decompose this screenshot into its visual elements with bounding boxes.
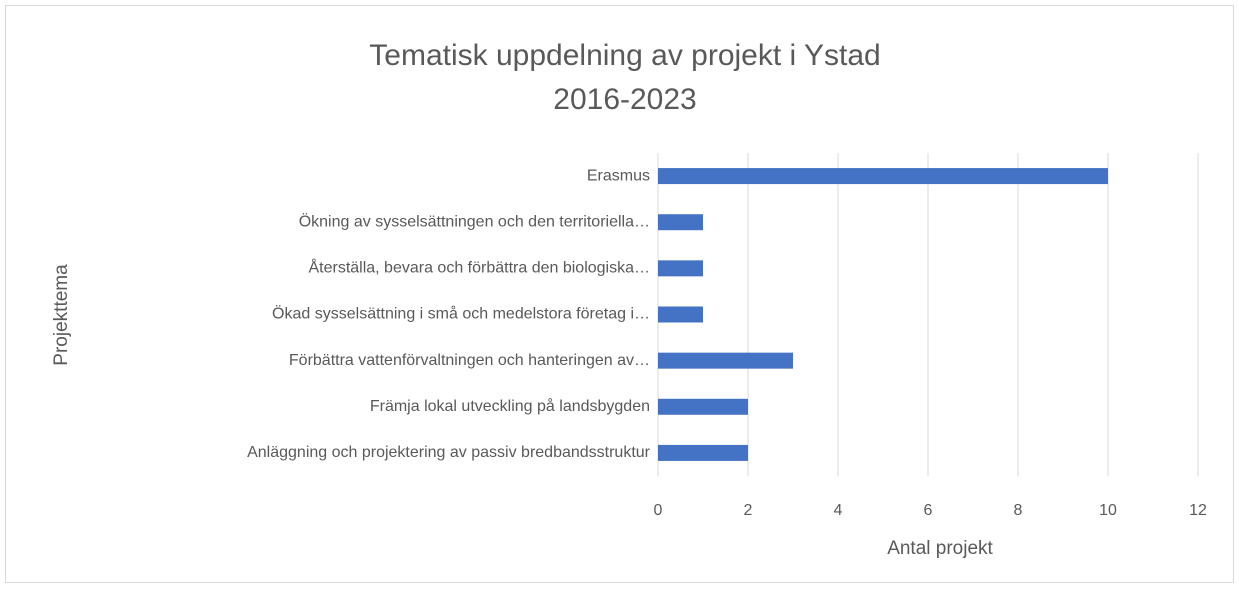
bar bbox=[658, 352, 793, 369]
chart-border bbox=[5, 5, 1234, 583]
y-tick-label: Förbättra vattenförvaltningen och hanter… bbox=[289, 352, 650, 369]
y-tick-label: Främja lokal utveckling på landsbygden bbox=[370, 397, 650, 415]
y-tick-label: Återställa, bevara och förbättra den bio… bbox=[308, 258, 650, 277]
bar bbox=[658, 444, 748, 461]
y-tick-label: Anläggning och projektering av passiv br… bbox=[247, 444, 651, 461]
bar bbox=[658, 260, 703, 277]
bar bbox=[658, 214, 703, 231]
chart-title: Tematisk uppdelning av projekt i Ystad bbox=[369, 39, 880, 72]
x-tick-label: 8 bbox=[1014, 502, 1023, 519]
x-tick-label: 6 bbox=[924, 502, 933, 519]
x-tick-label: 12 bbox=[1189, 502, 1207, 519]
y-axis-label: Projekttema bbox=[51, 264, 72, 366]
x-axis-label: Antal projekt bbox=[887, 538, 993, 559]
bar bbox=[658, 306, 703, 323]
chart-title: 2016-2023 bbox=[553, 83, 696, 116]
x-tick-label: 2 bbox=[744, 502, 753, 519]
x-tick-label: 10 bbox=[1099, 502, 1117, 519]
bar bbox=[658, 168, 1108, 185]
y-tick-label: Ökning av sysselsättningen och den terri… bbox=[299, 212, 650, 230]
y-tick-label: Ökad sysselsättning i små och medelstora… bbox=[272, 305, 650, 323]
x-tick-label: 4 bbox=[834, 502, 843, 519]
x-tick-label: 0 bbox=[654, 502, 663, 519]
bar bbox=[658, 398, 748, 415]
y-tick-label: Erasmus bbox=[587, 167, 650, 184]
